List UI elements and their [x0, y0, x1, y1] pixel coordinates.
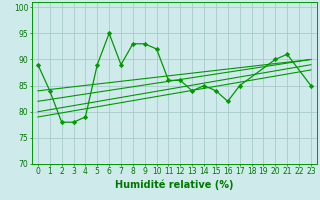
X-axis label: Humidité relative (%): Humidité relative (%): [115, 179, 234, 190]
